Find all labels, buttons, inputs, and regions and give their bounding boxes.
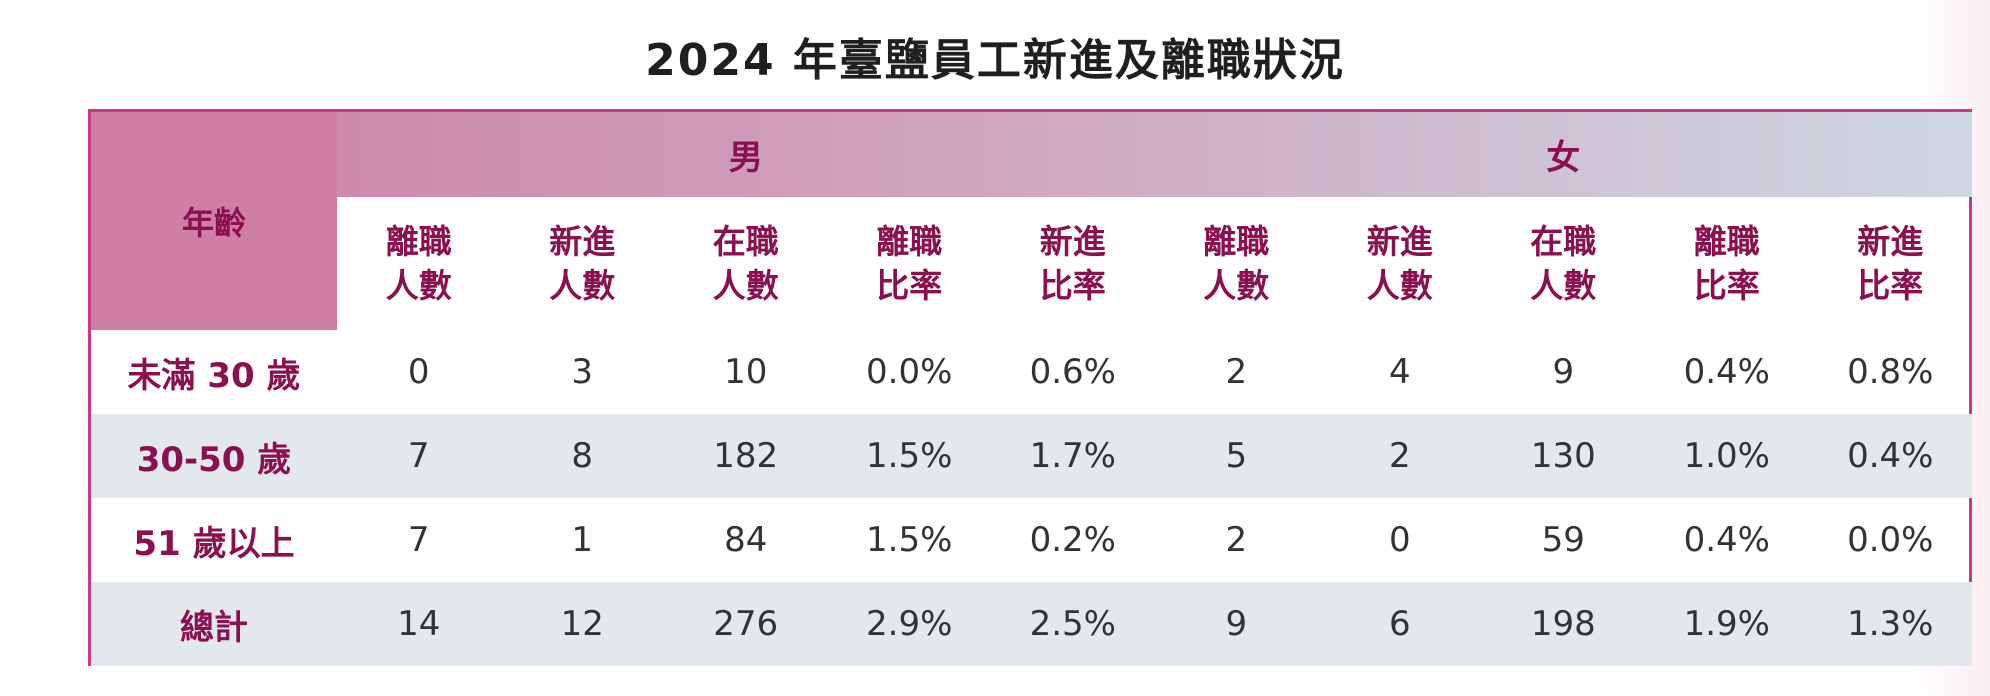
table-cell: 0.4% [1683,352,1770,392]
female-group-header: 女 [1546,138,1581,178]
row-label: 30-50 歲 [136,439,292,480]
female-new-count-header: 新進 人數 [1366,221,1433,305]
table-cell: 4 [1388,352,1411,392]
column-header-row: 離職 人數 新進 人數 在職 人數 離職 比率 新進 比率 離職 人數 新進 人數 在職 人數 … [91,197,1972,330]
row-label: 51 歲以上 [133,523,295,564]
table-cell: 0.2% [1029,520,1116,560]
table-cell: 0.8% [1847,352,1934,392]
table-cell: 7 [407,436,430,476]
table-cell: 2.9% [866,604,953,644]
staff-turnover-table: 年齡 男 女 離職 人數 新進 人數 在職 人數 離職 比率 新進 比率 離職 人數 新進人… [91,112,1973,666]
table-row: 51 歲以上 7 1 84 1.5% 0.2% 2 0 59 0.4% 0.0% [91,498,1972,582]
table-cell: 8 [571,436,594,476]
table-cell: 84 [724,520,768,560]
table-row-total: 總計 14 12 276 2.9% 2.5% 9 6 198 1.9% 1.3% [91,582,1973,666]
female-leaving-rate-header: 離職 比率 [1693,221,1760,305]
table-cell: 1.3% [1847,604,1934,644]
table-cell: 6 [1388,604,1411,644]
table-cell: 1.7% [1029,436,1116,476]
table-row: 30-50 歲 7 8 182 1.5% 1.7% 5 2 130 1.0% 0… [91,414,1973,498]
table-cell: 0.4% [1847,436,1934,476]
table-cell: 198 [1530,604,1596,644]
table-cell: 2 [1388,436,1411,476]
table-cell: 0 [407,352,430,392]
male-new-rate-header: 新進 比率 [1039,221,1106,305]
row-label: 總計 [180,607,248,648]
table-cell: 59 [1541,520,1585,560]
table-cell: 0.0% [866,352,953,392]
male-leaving-count-header: 離職 人數 [385,221,452,305]
gender-header-row: 年齡 男 女 [91,112,1973,330]
page-title: 2024 年臺鹽員工新進及離職狀況 [645,35,1345,86]
table-cell: 9 [1225,604,1248,644]
female-leaving-count-header: 離職 人數 [1203,221,1270,305]
male-leaving-rate-header: 離職 比率 [876,221,943,305]
staff-turnover-table-frame: 年齡 男 女 離職 人數 新進 人數 在職 人數 離職 比率 新進 比率 離職 人數 新進人… [88,109,1973,666]
table-cell: 7 [407,520,430,560]
table-cell: 0.6% [1029,352,1116,392]
table-cell: 1.5% [866,436,953,476]
table-cell: 9 [1552,352,1575,392]
row-label: 未滿 30 歲 [127,355,301,396]
table-cell: 1.9% [1683,604,1770,644]
table-cell: 10 [724,352,768,392]
male-new-count-header: 新進 人數 [549,221,616,305]
table-cell: 12 [560,604,604,644]
table-cell: 2 [1225,352,1248,392]
table-cell: 14 [397,604,441,644]
table-cell: 2 [1225,520,1248,560]
table-cell: 276 [713,604,779,644]
table-cell: 5 [1225,436,1248,476]
table-cell: 1.5% [866,520,953,560]
table-cell: 2.5% [1029,604,1116,644]
table-cell: 3 [571,352,594,392]
table-cell: 130 [1530,436,1596,476]
table-cell: 182 [713,436,779,476]
table-row: 未滿 30 歲 0 3 10 0.0% 0.6% 2 4 9 0.4% 0.8% [91,330,1972,414]
table-cell: 0.0% [1847,520,1934,560]
table-cell: 0.4% [1683,520,1770,560]
table-cell: 1 [571,520,594,560]
age-column-header: 年齡 [91,112,337,330]
female-new-rate-header: 新進 比率 [1857,221,1924,305]
male-employed-count-header: 在職 人數 [712,221,779,305]
table-cell: 0 [1388,520,1411,560]
table-cell: 1.0% [1683,436,1770,476]
female-employed-count-header: 在職 人數 [1530,221,1597,305]
male-group-header: 男 [728,138,763,178]
